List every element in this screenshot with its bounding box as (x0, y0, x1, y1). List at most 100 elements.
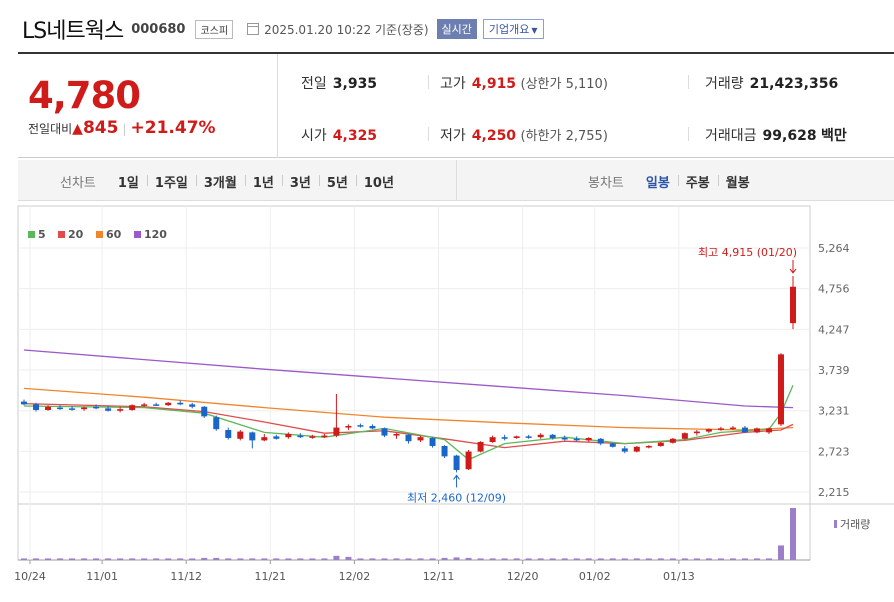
volume-bar (417, 558, 424, 560)
volume-bar (585, 558, 592, 560)
candle-body (321, 435, 328, 438)
period-3y[interactable]: 3년 (281, 172, 319, 191)
x-tick-label: 10/24 (14, 570, 46, 583)
y-tick-label: 4,247 (818, 323, 850, 336)
candle-body (417, 437, 424, 441)
volume-bar (741, 558, 748, 560)
volume-bar (81, 558, 88, 560)
ma120-line (23, 349, 794, 409)
volume-bar (33, 558, 40, 560)
volume-bar (297, 558, 304, 560)
volume-bar (201, 557, 208, 560)
candle-body (573, 438, 580, 441)
candle-body (441, 445, 448, 457)
candle-body (165, 402, 172, 406)
volume-bar (405, 558, 412, 560)
candle-body (549, 434, 556, 438)
x-tick-label: 12/11 (423, 570, 455, 583)
legend-label: 20 (68, 228, 84, 241)
header-divider (18, 52, 894, 54)
candle-body (657, 442, 664, 446)
calendar-icon (247, 23, 260, 35)
period-monthly[interactable]: 월봉 (717, 172, 758, 191)
x-tick-label: 11/21 (254, 570, 286, 583)
candle-body (717, 428, 724, 430)
candle-body (790, 286, 796, 324)
volume-legend-swatch (834, 520, 837, 528)
company-overview-button[interactable]: 기업개요 ▼ (482, 19, 544, 39)
legend-label: 5 (38, 228, 46, 241)
volume-bar (561, 558, 568, 560)
period-3m[interactable]: 3개월 (195, 172, 245, 191)
volume: 거래량 21,423,356 (705, 76, 839, 92)
volume-bar (573, 558, 580, 560)
candle-body (429, 437, 436, 446)
candle-body (345, 425, 352, 428)
chart-toolbar: 선차트 1일 1주일 3개월 1년 3년 5년 10년 봉차트 일봉 주봉 월봉 (18, 160, 894, 201)
candle-body (741, 427, 748, 433)
volume-bar (177, 558, 184, 560)
volume-bar (141, 558, 148, 560)
period-1y[interactable]: 1년 (244, 172, 282, 191)
candle-body (597, 438, 604, 444)
x-tick-label: 01/02 (579, 570, 611, 583)
candle-body (777, 354, 784, 425)
period-daily[interactable]: 일봉 (645, 176, 670, 191)
period-1d[interactable]: 1일 (117, 176, 139, 191)
volume-bar (525, 558, 532, 560)
x-tick-label: 12/20 (507, 570, 539, 583)
volume-bar (657, 558, 664, 560)
stock-code: 000680 (131, 21, 186, 37)
volume-bar (465, 557, 472, 560)
legend-swatch (28, 231, 35, 238)
up-triangle-icon: ▲ (72, 121, 83, 137)
candle-body (69, 408, 76, 410)
candle-body (117, 409, 124, 411)
candle-body (681, 433, 688, 439)
volume-bar (453, 557, 460, 560)
volume-bar (69, 558, 76, 560)
realtime-button[interactable]: 실시간 (436, 19, 477, 39)
volume-bar (729, 558, 736, 560)
stock-chart: 5,264 4,756 4,247 3,739 3,231 2,723 2,215 10/24… (14, 205, 894, 583)
period-1w[interactable]: 1주일 (146, 172, 196, 191)
high-arrow-head (789, 268, 797, 274)
candle-body (609, 443, 616, 447)
volume-bar (357, 558, 364, 560)
volume-bar (513, 558, 520, 560)
period-5y[interactable]: 5년 (318, 172, 356, 191)
volume-bar (429, 558, 436, 560)
volume-bar (105, 558, 112, 560)
volume-bar (777, 545, 784, 560)
current-price: 4,780 (28, 74, 141, 117)
volume-bar (213, 557, 220, 560)
volume-bar (117, 558, 124, 560)
candle-body (393, 433, 400, 436)
volume-bar (633, 558, 640, 560)
candle-body (453, 455, 460, 470)
low-price: 저가 4,250 (하한가 2,755) (440, 128, 608, 144)
open-price: 시가 4,325 (301, 128, 378, 144)
legend-swatch (96, 231, 103, 238)
volume-bar (309, 558, 316, 560)
company-name[interactable]: LS네트웍스 (22, 19, 124, 44)
candle-body (489, 437, 496, 442)
legend-label: 60 (106, 228, 122, 241)
volume-bar (129, 558, 136, 560)
volume-bar (501, 558, 508, 560)
volume-bar (45, 558, 52, 560)
candle-body (357, 425, 364, 427)
candle-body (309, 436, 316, 438)
volume-bar (369, 558, 376, 560)
ma60-line (23, 387, 794, 431)
current-price-box: 4,780 전일대비▲845 | +21.47% (18, 54, 278, 158)
high-annotation: 최고 4,915 (01/20) (698, 246, 797, 259)
period-10y[interactable]: 10년 (355, 172, 402, 191)
legend-swatch (134, 231, 141, 238)
candle-body (753, 428, 760, 433)
volume-bar (273, 558, 280, 560)
candle-body (369, 425, 376, 429)
y-tick-label: 3,231 (818, 405, 850, 418)
period-weekly[interactable]: 주봉 (677, 172, 718, 191)
price-change: 전일대비▲845 | +21.47% (28, 118, 216, 138)
